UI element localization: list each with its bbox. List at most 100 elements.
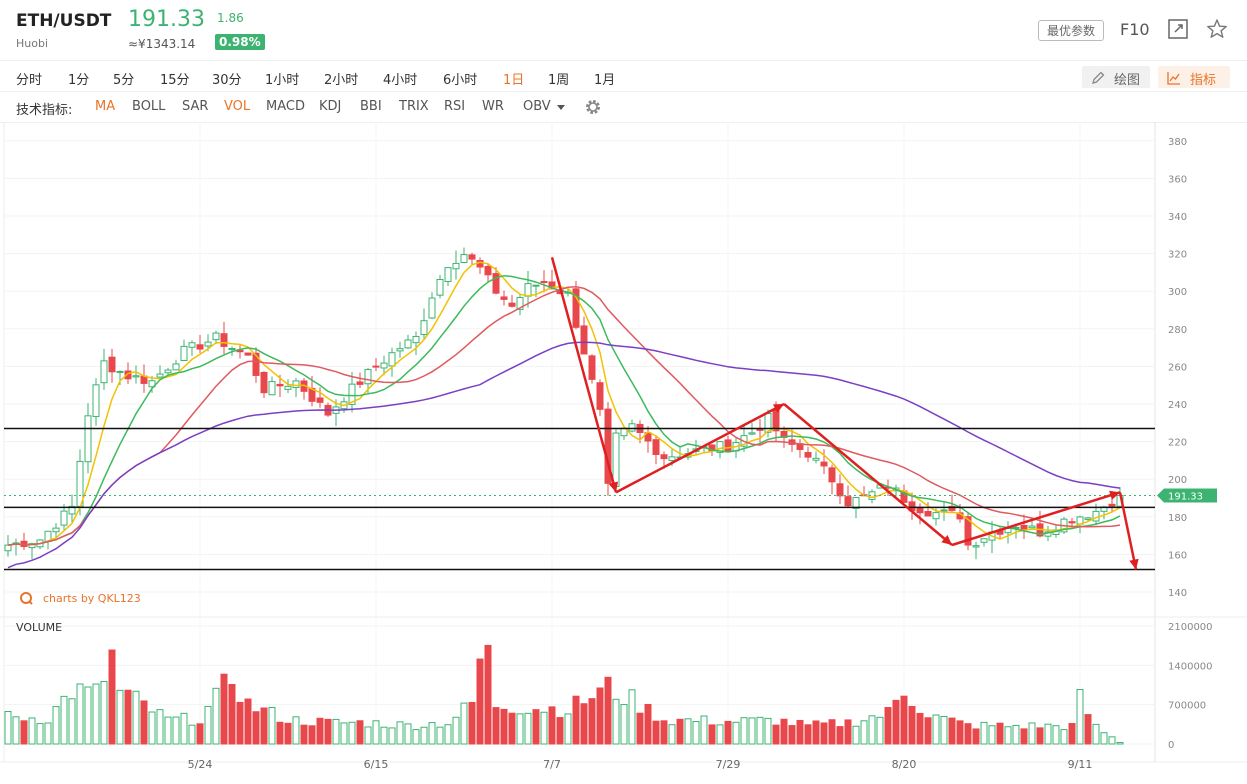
candle	[980, 538, 988, 543]
gear-icon[interactable]	[584, 98, 602, 116]
period-tab[interactable]: 15分	[160, 73, 190, 88]
volume-bar	[44, 722, 52, 745]
candle	[316, 397, 324, 403]
candle	[372, 365, 380, 368]
volume-bar	[1004, 726, 1012, 745]
period-tab[interactable]: 6小时	[443, 73, 478, 88]
candle	[668, 456, 676, 461]
indicator-button[interactable]: 指标	[1158, 66, 1230, 88]
indicator-vol[interactable]: VOL	[224, 99, 251, 114]
f10-button[interactable]: F10	[1120, 20, 1150, 39]
period-tab[interactable]: 1小时	[265, 73, 300, 88]
candle	[108, 356, 116, 373]
period-tab[interactable]: 4小时	[383, 73, 418, 88]
best-params-button[interactable]: 最优参数	[1038, 20, 1105, 41]
indicator-bbi[interactable]: BBI	[360, 99, 382, 114]
candle	[596, 382, 604, 410]
period-tab[interactable]: 2小时	[324, 73, 359, 88]
price-change-percent-badge: 0.98%	[215, 34, 265, 50]
period-tab-active[interactable]: 1日	[503, 73, 525, 88]
volume-bar	[404, 723, 412, 745]
candle	[644, 432, 652, 442]
candle	[716, 441, 724, 453]
volume-bar	[980, 721, 988, 745]
draw-button[interactable]: 绘图	[1082, 66, 1150, 88]
candle	[804, 452, 812, 458]
candle	[916, 506, 924, 514]
candle	[396, 348, 404, 352]
arrow-head	[773, 404, 784, 413]
candle	[540, 280, 548, 283]
x-tick-label: 7/7	[543, 758, 561, 771]
volume-bar	[844, 719, 852, 745]
price-tag-bg	[1157, 488, 1217, 503]
volume-bar	[268, 706, 276, 745]
period-tab[interactable]: 30分	[212, 73, 242, 88]
volume-bar	[580, 703, 588, 745]
volume-bar	[612, 698, 620, 745]
indicator-kdj[interactable]: KDJ	[319, 99, 342, 114]
period-tab[interactable]: 1周	[548, 73, 570, 88]
volume-bar	[108, 649, 116, 745]
candle	[236, 349, 244, 353]
indicator-sar[interactable]: SAR	[182, 99, 209, 114]
volume-bar	[228, 684, 236, 745]
candle	[548, 281, 556, 290]
volume-bar	[780, 718, 788, 745]
candle	[932, 512, 940, 520]
star-icon[interactable]	[1206, 18, 1228, 40]
candle	[436, 279, 444, 296]
candle	[460, 254, 468, 264]
candle	[420, 320, 428, 336]
candle	[724, 439, 732, 452]
volume-bar	[884, 706, 892, 745]
volume-bar	[452, 716, 460, 745]
candle	[388, 352, 396, 367]
candle	[276, 383, 284, 387]
fullscreen-icon[interactable]	[1167, 18, 1189, 40]
indicator-obv[interactable]: OBV	[523, 99, 551, 114]
candle	[212, 332, 220, 341]
x-tick-label: 5/24	[188, 758, 213, 771]
volume-bar	[508, 712, 516, 745]
volume-bar	[524, 712, 532, 745]
indicator-wr[interactable]: WR	[482, 99, 504, 114]
indicator-macd[interactable]: MACD	[266, 99, 305, 114]
volume-bar	[428, 722, 436, 745]
volume-bar	[684, 718, 692, 745]
chevron-down-icon[interactable]	[557, 105, 565, 110]
candle	[356, 381, 364, 385]
volume-bar	[292, 716, 300, 745]
period-tab[interactable]: 1月	[594, 73, 616, 88]
volume-bar	[244, 698, 252, 745]
period-tab[interactable]: 分时	[16, 73, 43, 88]
candle	[964, 516, 972, 546]
indicator-ma[interactable]: MA	[95, 99, 116, 114]
x-tick-label: 9/11	[1068, 758, 1093, 771]
trend-arrow-segment	[615, 402, 785, 494]
price-change: 1.86	[217, 11, 244, 25]
volume-bar	[180, 712, 188, 745]
indicator-rsi[interactable]: RSI	[444, 99, 466, 114]
price-chart[interactable]: 191.33 380 360 340 320 300 280 260 240 220 200 180…	[0, 122, 1247, 784]
volume-bar	[36, 723, 44, 745]
volume-bar	[556, 717, 564, 745]
candle	[412, 335, 420, 344]
volume-bar	[1020, 728, 1028, 745]
volume-bar	[500, 708, 508, 745]
y-tick-label: 340	[1168, 212, 1187, 223]
volume-bar	[236, 701, 244, 745]
volume-bar	[300, 724, 308, 745]
indicator-boll[interactable]: BOLL	[132, 99, 166, 114]
volume-bar	[1012, 724, 1020, 745]
candle	[1020, 524, 1028, 530]
indicator-trix[interactable]: TRIX	[399, 99, 429, 114]
period-tab[interactable]: 1分	[68, 73, 90, 88]
volume-bar	[388, 727, 396, 745]
volume-bar	[964, 723, 972, 745]
volume-bar	[252, 711, 260, 745]
period-tab[interactable]: 5分	[113, 73, 135, 88]
y-tick-label: 300	[1168, 287, 1187, 298]
volume-bar	[868, 715, 876, 745]
y-tick-label: 280	[1168, 325, 1187, 336]
